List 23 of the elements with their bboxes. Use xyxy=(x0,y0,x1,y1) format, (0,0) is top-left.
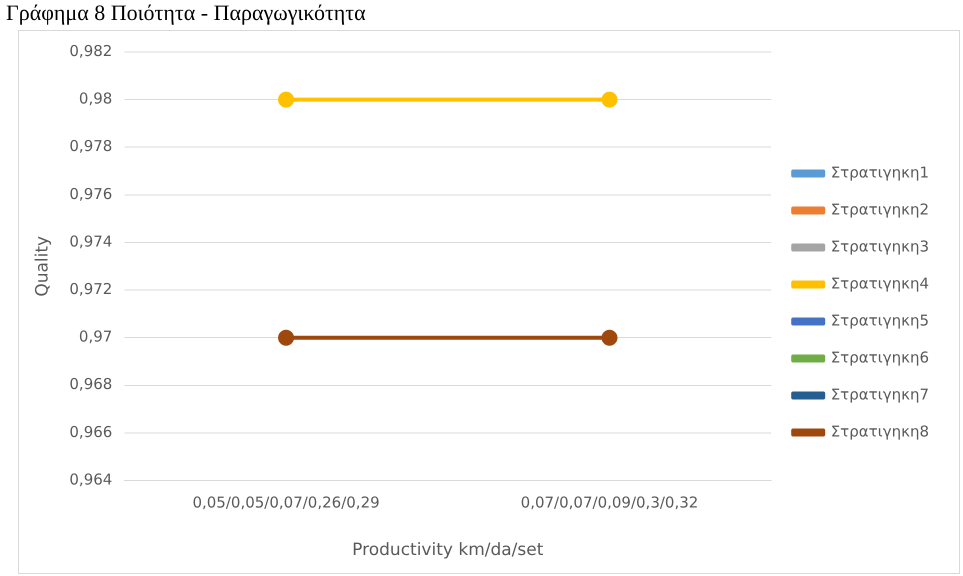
legend-label: Στρατιγηκη3 xyxy=(830,237,930,256)
y-tick-label: 0,966 xyxy=(69,422,112,441)
legend-label: Στρατιγηκη6 xyxy=(830,348,930,366)
y-axis-title: Quality xyxy=(32,236,53,297)
y-tick-label: 0,98 xyxy=(78,90,112,108)
y-tick-label: 0,976 xyxy=(69,184,112,203)
y-tick-label: 0,968 xyxy=(69,375,112,394)
x-tick-label: 0,07/0,07/0,09/0,3/0,32 xyxy=(520,493,698,512)
y-tick-label: 0,978 xyxy=(69,137,112,156)
legend-label: Στρατιγηκη5 xyxy=(830,311,930,330)
y-tick-label: 0,974 xyxy=(69,232,112,250)
legend-label: Στρατιγηκη2 xyxy=(830,200,930,218)
y-tick-label: 0,97 xyxy=(78,328,112,346)
legend-label: Στρατιγηκη8 xyxy=(830,422,930,440)
legend-label: Στρατιγηκη4 xyxy=(830,274,930,292)
legend-label: Στρατιγηκη7 xyxy=(830,385,930,404)
y-tick-label: 0,982 xyxy=(69,42,112,60)
y-tick-label: 0,972 xyxy=(69,280,112,298)
legend-label: Στρατιγηκη1 xyxy=(830,163,930,182)
chart-title: Γράφημα 8 Ποιότητα - Παραγωγικότητα xyxy=(6,0,367,26)
y-tick-label: 0,964 xyxy=(69,470,112,488)
x-axis-title: Productivity km/da/set xyxy=(352,540,544,560)
x-tick-label: 0,05/0,05/0,07/0,26/0,29 xyxy=(192,493,380,512)
